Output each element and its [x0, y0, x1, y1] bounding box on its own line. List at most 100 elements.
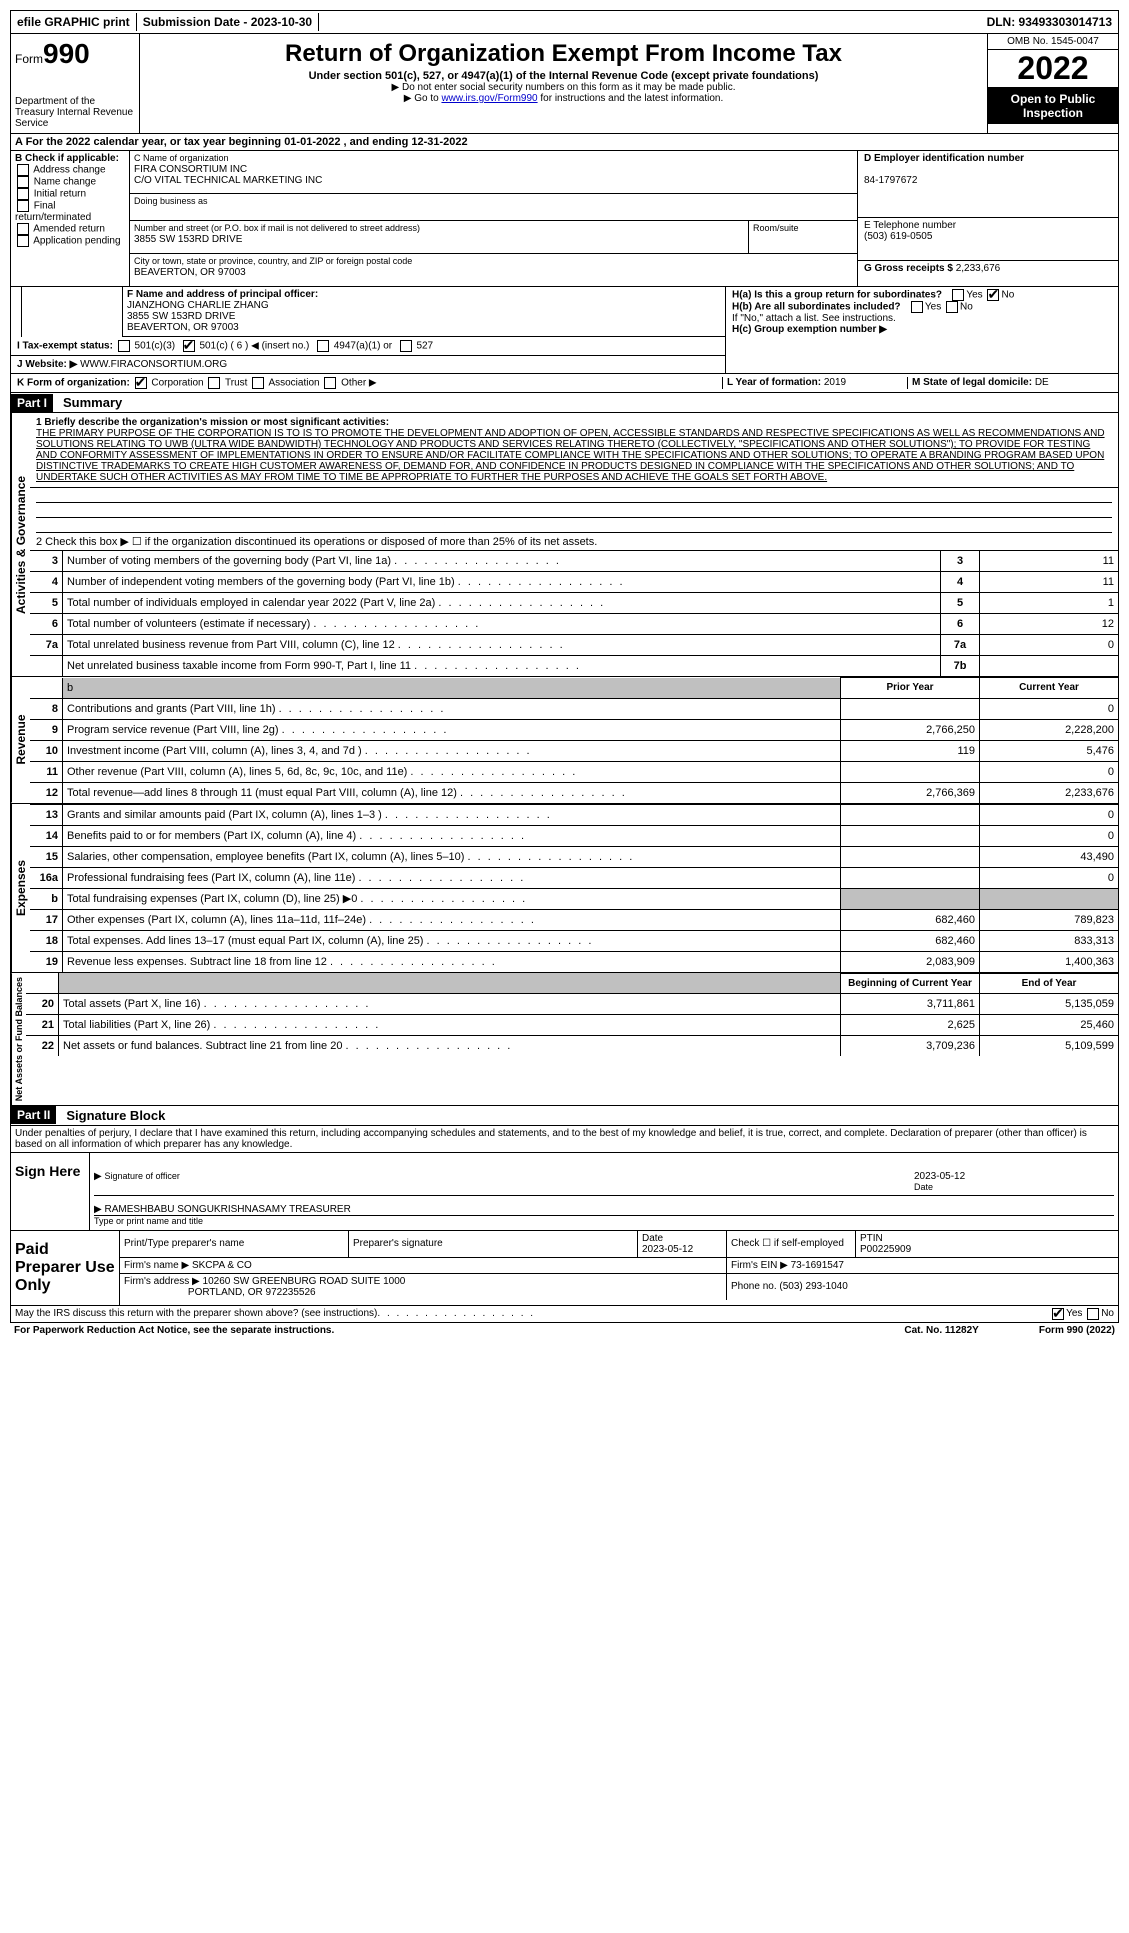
row-num: 3 [30, 551, 63, 572]
prior-val: 682,460 [841, 930, 980, 951]
ha-label: H(a) Is this a group return for subordin… [732, 290, 942, 301]
declaration: Under penalties of perjury, I declare th… [10, 1126, 1119, 1153]
row-num: 13 [30, 804, 63, 825]
ha-yes[interactable] [952, 289, 964, 301]
open-inspection: Open to Public Inspection [988, 88, 1118, 124]
checkbox-amended[interactable] [17, 223, 29, 235]
checkbox-address-change[interactable] [17, 164, 29, 176]
dln: DLN: 93493303014713 [981, 13, 1118, 31]
opt-4947: 4947(a)(1) or [334, 341, 392, 352]
row-colnum: 7a [941, 635, 980, 656]
discuss-row: May the IRS discuss this return with the… [10, 1306, 1119, 1323]
row-num: 22 [26, 1036, 59, 1057]
row-desc: Other expenses (Part IX, column (A), lin… [63, 909, 841, 930]
revenue-table: bPrior YearCurrent Year8 Contributions a… [30, 677, 1118, 803]
row-val: 0 [980, 635, 1119, 656]
row-num: 10 [30, 740, 63, 761]
website-url: WWW.FIRACONSORTIUM.ORG [80, 359, 227, 370]
row-desc: Number of voting members of the governin… [63, 551, 941, 572]
prior-val: 2,766,250 [841, 719, 980, 740]
sig-officer-label: Signature of officer [104, 1171, 179, 1181]
dots [377, 1308, 1050, 1319]
part2-title: Signature Block [56, 1106, 175, 1125]
form-title: Return of Organization Exempt From Incom… [144, 40, 983, 68]
row-desc: Investment income (Part VIII, column (A)… [63, 740, 841, 761]
cell-shaded [980, 888, 1119, 909]
i-4947[interactable] [317, 340, 329, 352]
k-trust[interactable] [208, 377, 220, 389]
officer-addr2: BEAVERTON, OR 97003 [127, 322, 239, 333]
section-expenses: Expenses 13 Grants and similar amounts p… [10, 804, 1119, 973]
part2-header-row: Part II Signature Block [10, 1106, 1119, 1126]
prior-val: 682,460 [841, 909, 980, 930]
row-num: 17 [30, 909, 63, 930]
row-val: 12 [980, 614, 1119, 635]
ha-no[interactable] [987, 289, 999, 301]
row-num: 6 [30, 614, 63, 635]
l-label: L Year of formation: [727, 377, 821, 388]
dept-label: Department of the Treasury Internal Reve… [15, 96, 135, 129]
officer-group-block: F Name and address of principal officer:… [10, 287, 1119, 337]
top-bar: efile GRAPHIC print Submission Date - 20… [10, 10, 1119, 34]
hb-no[interactable] [946, 301, 958, 313]
prep-date-label: Date [642, 1233, 663, 1244]
checkbox-final[interactable] [17, 200, 29, 212]
part1-label: Part I [11, 394, 53, 412]
part2-label: Part II [11, 1106, 56, 1124]
prior-val [841, 846, 980, 867]
governance-table: 3 Number of voting members of the govern… [30, 550, 1118, 676]
row-colnum: 5 [941, 593, 980, 614]
k-assoc[interactable] [252, 377, 264, 389]
discuss-no-label: No [1101, 1308, 1114, 1319]
row-num: 9 [30, 719, 63, 740]
hc-label: H(c) Group exemption number ▶ [732, 324, 887, 335]
k-corp[interactable] [135, 377, 147, 389]
prior-val [841, 698, 980, 719]
ein: 84-1797672 [864, 175, 917, 186]
row-desc: Total liabilities (Part X, line 26) [59, 1015, 841, 1036]
org-care-of: C/O VITAL TECHNICAL MARKETING INC [134, 175, 322, 186]
i-501c3[interactable] [118, 340, 130, 352]
i-527[interactable] [400, 340, 412, 352]
irs-link[interactable]: www.irs.gov/Form990 [441, 93, 537, 104]
vlabel-governance: Activities & Governance [11, 413, 30, 676]
row-desc: Grants and similar amounts paid (Part IX… [63, 804, 841, 825]
row-desc: Net unrelated business taxable income fr… [63, 656, 941, 677]
prep-name-label: Print/Type preparer's name [124, 1238, 244, 1249]
street-address: 3855 SW 153RD DRIVE [134, 234, 242, 245]
hb-yes[interactable] [911, 301, 923, 313]
opt-name-change: Name change [34, 177, 96, 188]
opt-corp: Corporation [151, 378, 203, 389]
row-colnum: 3 [941, 551, 980, 572]
row-desc: Benefits paid to or for members (Part IX… [63, 825, 841, 846]
officer-name: JIANZHONG CHARLIE ZHANG [127, 300, 269, 311]
col-h-lower [726, 337, 1118, 374]
opt-501c-post: ) ◀ (insert no.) [245, 341, 309, 352]
prior-val [841, 761, 980, 782]
col-c: C Name of organization FIRA CONSORTIUM I… [130, 151, 858, 286]
netassets-table: Beginning of Current YearEnd of Year20 T… [26, 973, 1118, 1057]
row-num: 7a [30, 635, 63, 656]
discuss-no[interactable] [1087, 1308, 1099, 1320]
discuss-yes[interactable] [1052, 1308, 1064, 1320]
prior-val [841, 825, 980, 846]
row-val: 11 [980, 551, 1119, 572]
note2-pre: ▶ Go to [404, 93, 442, 104]
sig-date: 2023-05-12 [914, 1171, 965, 1182]
row-desc: Total number of volunteers (estimate if … [63, 614, 941, 635]
checkbox-app-pending[interactable] [17, 235, 29, 247]
k-other[interactable] [324, 377, 336, 389]
sig-date-label: Date [914, 1182, 933, 1192]
opt-amended: Amended return [33, 224, 105, 235]
gross-receipts: 2,233,676 [956, 263, 1001, 274]
no-label2: No [960, 302, 973, 313]
expenses-table: 13 Grants and similar amounts paid (Part… [30, 804, 1118, 972]
checkbox-name-change[interactable] [17, 176, 29, 188]
no-label: No [1001, 290, 1014, 301]
row-num: b [30, 888, 63, 909]
left-stub [11, 287, 22, 337]
checkbox-initial[interactable] [17, 188, 29, 200]
firm-name: SKCPA & CO [192, 1260, 252, 1271]
row-klm: K Form of organization: Corporation Trus… [10, 374, 1119, 393]
i-501c[interactable] [183, 340, 195, 352]
